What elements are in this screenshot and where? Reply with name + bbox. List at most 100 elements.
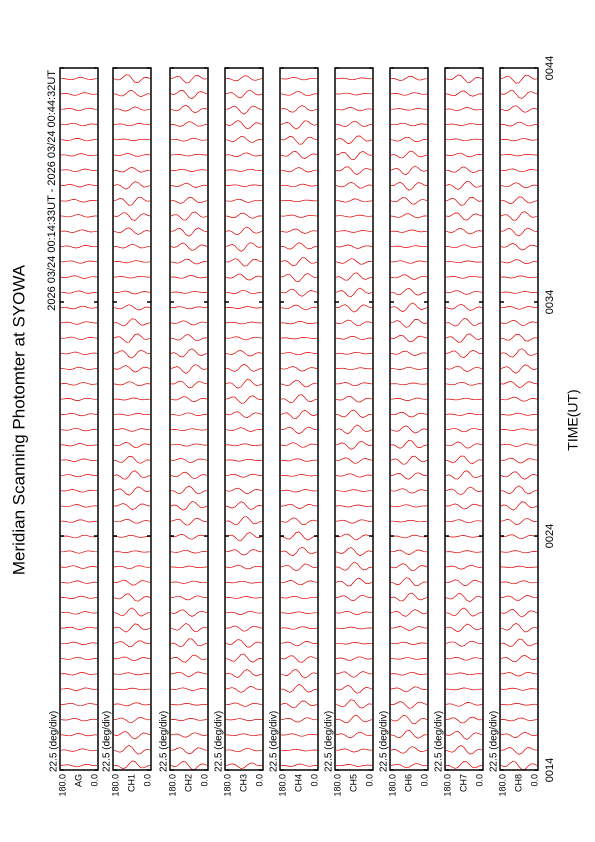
scan-trace [225,762,263,769]
scan-trace [280,167,318,173]
scan-trace [60,504,98,508]
scan-trace [113,702,151,707]
scan-trace [113,579,151,586]
scan-trace [390,641,428,645]
scan-trace [280,352,317,356]
scan-trace [113,196,151,206]
y-bottom-label: 0.0 [474,774,484,787]
scan-trace [445,687,483,691]
scan-trace [113,731,151,740]
scan-trace [60,351,98,356]
scan-trace [113,381,151,386]
scan-trace [500,622,538,633]
y-top-label: 180.0 [442,774,452,797]
scan-trace [170,471,208,480]
scan-trace [170,320,208,326]
scan-trace [500,717,538,722]
rotated-plot: Meridian Scanning Photomter at SYOWA 202… [9,56,580,797]
scan-trace [335,395,373,403]
scan-trace [335,764,373,767]
y-bottom-label: 0.0 [309,774,319,787]
scan-trace [335,533,373,541]
scan-trace [170,609,208,617]
scan-trace [113,365,151,373]
scan-trace [60,550,98,554]
scan-trace [225,458,263,462]
scan-trace [335,92,373,96]
scan-trace [335,457,373,464]
scan-trace [280,442,318,448]
scan-trace [445,519,483,524]
scan-trace [60,366,98,370]
scan-trace [60,412,98,417]
scan-trace [225,75,263,82]
scan-trace [280,379,318,388]
scan-trace [500,334,538,342]
scan-trace [500,703,538,706]
scan-trace [335,519,373,524]
scan-trace [500,396,538,402]
scale-label: 22.5 (deg/div) [324,711,335,772]
scan-trace [280,611,317,614]
scan-trace [170,227,208,237]
scan-trace [335,272,373,281]
scale-label: 22.5 (deg/div) [159,711,170,772]
scan-trace [500,211,538,221]
scan-trace [390,504,428,508]
scan-trace [500,90,538,99]
scan-trace [225,212,263,219]
scan-trace [170,501,208,511]
scan-trace [445,275,482,279]
panel-frame [59,67,99,771]
scan-trace [390,455,428,465]
scan-trace [113,260,151,264]
scan-trace [280,257,318,267]
channel-label: CH1 [126,774,136,792]
scan-trace [335,335,373,340]
scan-trace [60,534,98,539]
scan-trace [390,302,428,313]
scan-trace [60,687,98,691]
scan-trace [60,321,98,325]
y-bottom-label: 0.0 [89,774,99,787]
scan-trace [445,413,483,416]
scan-trace [60,611,98,615]
scan-trace [225,289,263,295]
scan-trace [280,580,318,586]
scan-trace [390,592,428,602]
scan-trace [113,672,151,676]
scan-trace [225,653,263,663]
scan-trace [335,561,373,571]
scan-trace [390,382,428,386]
scan-trace [280,199,318,203]
scan-trace [225,532,263,541]
scan-trace [391,439,428,449]
scan-trace [390,425,428,434]
scan-trace [500,364,538,374]
scan-trace [60,397,98,401]
scan-trace [335,107,373,112]
scan-trace [225,610,263,615]
scan-trace [445,349,483,359]
scan-trace [500,319,538,326]
scan-trace [500,259,538,264]
scan-trace [335,351,373,355]
scan-trace [225,411,263,419]
scan-trace [113,304,151,311]
scan-trace [225,702,263,707]
scan-trace [113,623,151,633]
scan-trace [336,120,373,128]
scan-trace [500,457,538,464]
scan-trace [335,731,373,739]
scan-trace [60,427,98,432]
scan-trace [170,549,208,554]
y-bottom-label: 0.0 [254,774,264,787]
scan-trace [170,364,208,374]
scan-trace [391,520,428,523]
scan-trace [60,245,98,249]
scan-trace [113,470,151,480]
scan-trace [114,503,151,510]
scan-trace [225,379,263,389]
scan-trace [280,458,318,462]
scan-trace [335,230,372,233]
